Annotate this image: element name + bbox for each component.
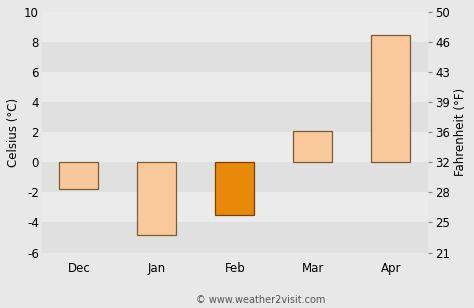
Bar xyxy=(42,72,428,102)
Text: © www.weather2visit.com: © www.weather2visit.com xyxy=(196,295,325,305)
Bar xyxy=(42,192,428,222)
Bar xyxy=(42,102,428,132)
Bar xyxy=(372,34,410,162)
Bar xyxy=(42,42,428,72)
Bar xyxy=(293,131,332,162)
Y-axis label: Fahrenheit (°F): Fahrenheit (°F) xyxy=(454,88,467,176)
Bar xyxy=(137,162,176,234)
Bar xyxy=(215,162,255,215)
Bar xyxy=(59,162,98,189)
Bar xyxy=(42,162,428,192)
Bar xyxy=(42,132,428,162)
Y-axis label: Celsius (°C): Celsius (°C) xyxy=(7,98,20,167)
Bar xyxy=(42,12,428,42)
Bar xyxy=(42,222,428,253)
